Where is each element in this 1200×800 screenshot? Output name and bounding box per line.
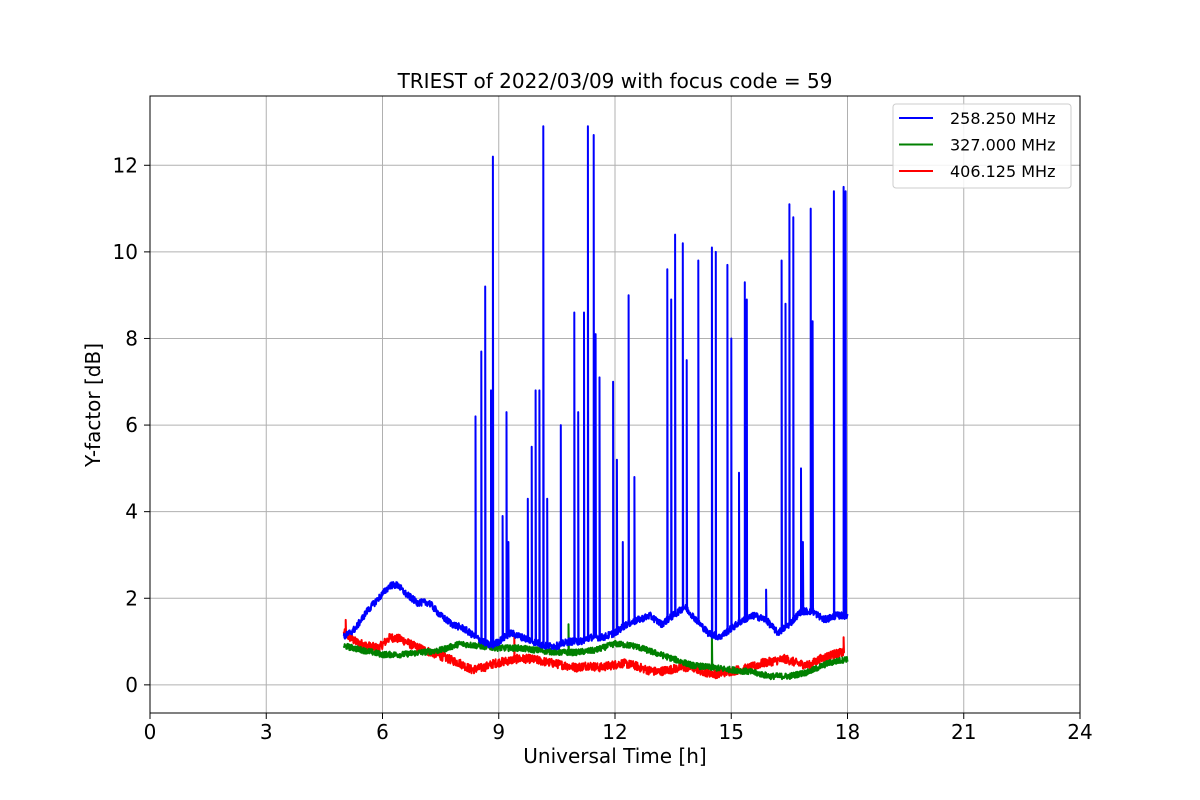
x-tick-label: 6 <box>376 720 389 744</box>
series-line <box>342 623 849 681</box>
y-axis: 0 2 4 6 8 10 12 <box>113 153 150 697</box>
x-axis: 0 3 6 9 12 15 18 21 24 <box>144 713 1093 744</box>
legend-label: 327.000 MHz <box>950 136 1055 155</box>
legend-box <box>892 103 1072 189</box>
y-tick-label: 12 <box>113 153 138 177</box>
y-axis-label: Y-factor [dB] <box>81 343 105 468</box>
series-1 <box>342 623 849 681</box>
y-tick-label: 8 <box>125 326 138 350</box>
y-tick-label: 4 <box>125 500 138 524</box>
x-tick-label: 9 <box>492 720 505 744</box>
x-tick-label: 18 <box>835 720 860 744</box>
x-tick-label: 24 <box>1067 720 1092 744</box>
x-tick-label: 0 <box>144 720 157 744</box>
x-tick-label: 21 <box>951 720 976 744</box>
chart-title: TRIEST of 2022/03/09 with focus code = 5… <box>397 69 833 93</box>
y-tick-label: 6 <box>125 413 138 437</box>
series-line <box>342 125 849 651</box>
legend-label: 406.125 MHz <box>950 162 1055 181</box>
x-tick-label: 12 <box>602 720 627 744</box>
x-tick-label: 15 <box>719 720 744 744</box>
x-axis-label: Universal Time [h] <box>523 744 706 768</box>
y-tick-label: 2 <box>125 586 138 610</box>
x-tick-label: 3 <box>260 720 273 744</box>
legend-label: 258.250 MHz <box>950 109 1055 128</box>
y-tick-label: 10 <box>113 240 138 264</box>
legend: 258.250 MHz 327.000 MHz 406.125 MHz <box>892 103 1072 189</box>
series-0 <box>342 125 849 651</box>
y-tick-label: 0 <box>125 673 138 697</box>
series-layer <box>342 125 849 681</box>
